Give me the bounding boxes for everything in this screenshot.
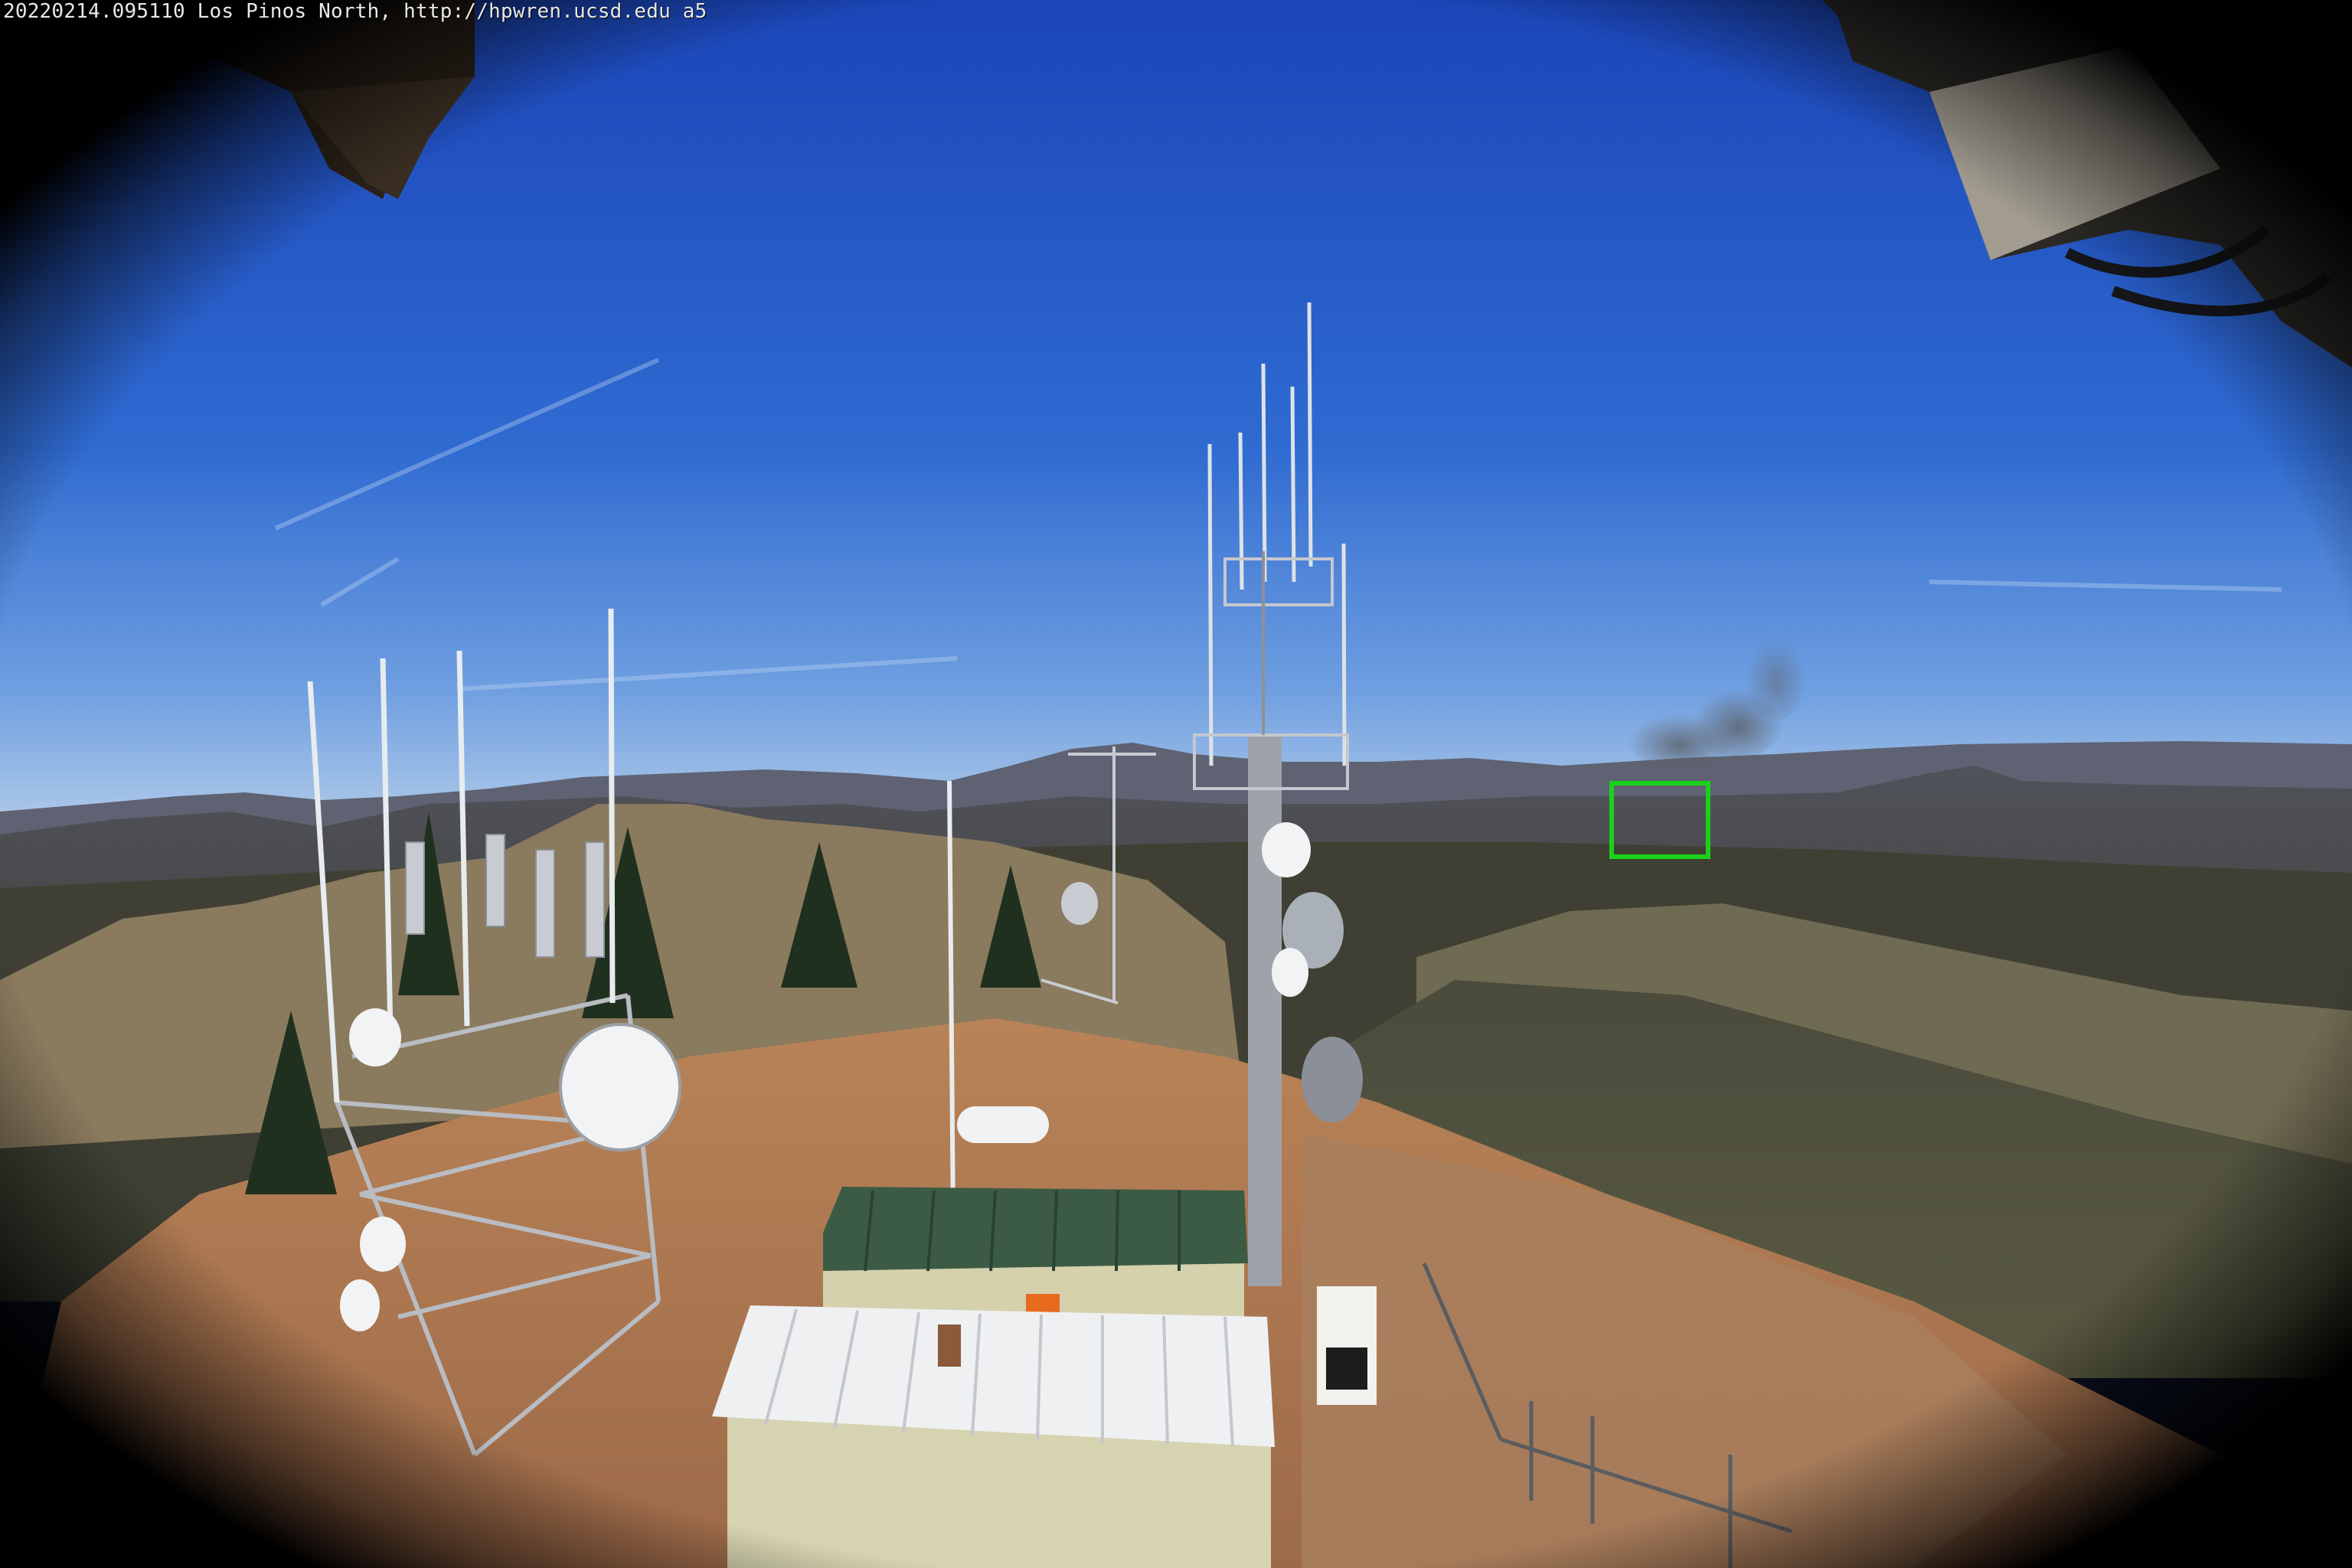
timestamp-caption: 20220214.095110 Los Pinos North, http://… xyxy=(3,0,707,23)
detection-box xyxy=(1609,781,1710,859)
